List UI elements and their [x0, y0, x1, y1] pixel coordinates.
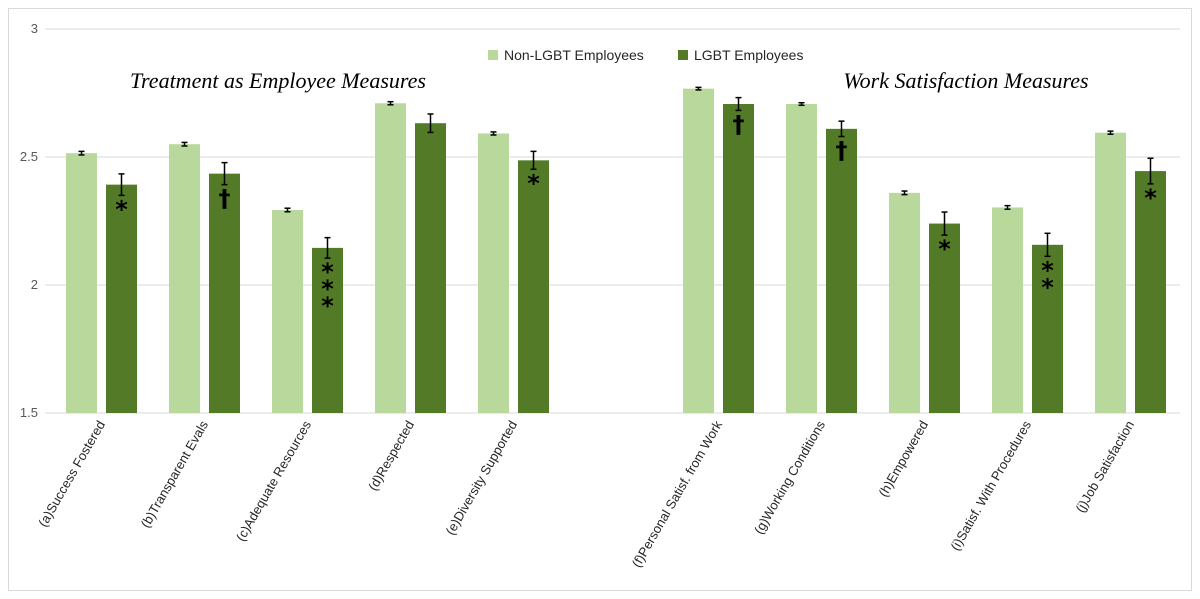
bars [66, 88, 1166, 414]
section-title: Work Satisfaction Measures [843, 68, 1088, 93]
x-tick-label: (i)Satisf. With Procedures [947, 418, 1034, 554]
bar-lgbt [518, 160, 549, 413]
bar-lgbt [209, 173, 240, 413]
x-tick-label: (j)Job Satisfaction [1072, 418, 1137, 515]
significance-markers: * †* * **††** ** [115, 110, 1157, 320]
legend: Non-LGBT Employees LGBT Employees [488, 47, 803, 63]
legend-label: LGBT Employees [694, 47, 803, 63]
significance-marker: * [1144, 184, 1157, 212]
x-tick-label: (e)Diversity Supported [442, 418, 520, 538]
x-tick-label: (a)Success Fostered [35, 418, 108, 529]
bar-non-lgbt [683, 88, 714, 413]
bar-lgbt [415, 123, 446, 413]
legend-swatch [678, 50, 688, 60]
y-tick-label: 2 [31, 277, 38, 292]
bar-lgbt [106, 184, 137, 413]
x-tick-label: (b)Transparent Evals [138, 418, 212, 531]
x-tick-label: (g)Working Conditions [751, 418, 828, 537]
chart-frame [8, 8, 1192, 591]
legend-label: Non-LGBT Employees [504, 47, 644, 63]
significance-marker: * [115, 195, 128, 223]
significance-marker: * [938, 235, 951, 263]
x-axis-labels: (a)Success Fostered (b)Transparent Evals (… [35, 418, 1137, 570]
significance-marker: † [836, 137, 848, 165]
legend-swatch [488, 50, 498, 60]
significance-marker: † [219, 185, 231, 213]
bar-lgbt [929, 223, 960, 413]
x-tick-label: (h)Empowered [875, 418, 931, 499]
error-bars [78, 86, 1154, 259]
significance-marker: * * * [321, 258, 334, 320]
section-titles: Treatment as Employee Measures Work Satis… [130, 68, 1089, 93]
significance-marker: † [733, 110, 745, 138]
x-tick-label: (d)Respected [365, 418, 417, 493]
section-title: Treatment as Employee Measures [130, 68, 426, 93]
bar-non-lgbt [478, 133, 509, 413]
bar-lgbt [312, 247, 343, 413]
bar-lgbt [723, 104, 754, 414]
bar-non-lgbt [992, 207, 1023, 413]
bar-lgbt [1032, 244, 1063, 413]
bar-lgbt [1135, 171, 1166, 413]
y-axis-ticks: 1.5 2 2.5 3 [20, 21, 38, 420]
bar-non-lgbt [889, 192, 920, 413]
bar-non-lgbt [786, 104, 817, 414]
y-tick-label: 2.5 [20, 149, 38, 164]
bar-non-lgbt [272, 209, 303, 413]
bar-non-lgbt [1095, 132, 1126, 413]
bar-non-lgbt [66, 153, 97, 413]
y-tick-label: 3 [31, 21, 38, 36]
x-tick-label: (c)Adequate Resources [233, 418, 315, 544]
y-tick-label: 1.5 [20, 405, 38, 420]
bar-non-lgbt [375, 103, 406, 414]
significance-marker: * [527, 169, 540, 197]
bar-lgbt [826, 128, 857, 413]
bar-non-lgbt [169, 144, 200, 413]
significance-marker: * * [1041, 256, 1054, 301]
x-tick-label: (f)Personal Satisf. from Work [629, 418, 726, 570]
